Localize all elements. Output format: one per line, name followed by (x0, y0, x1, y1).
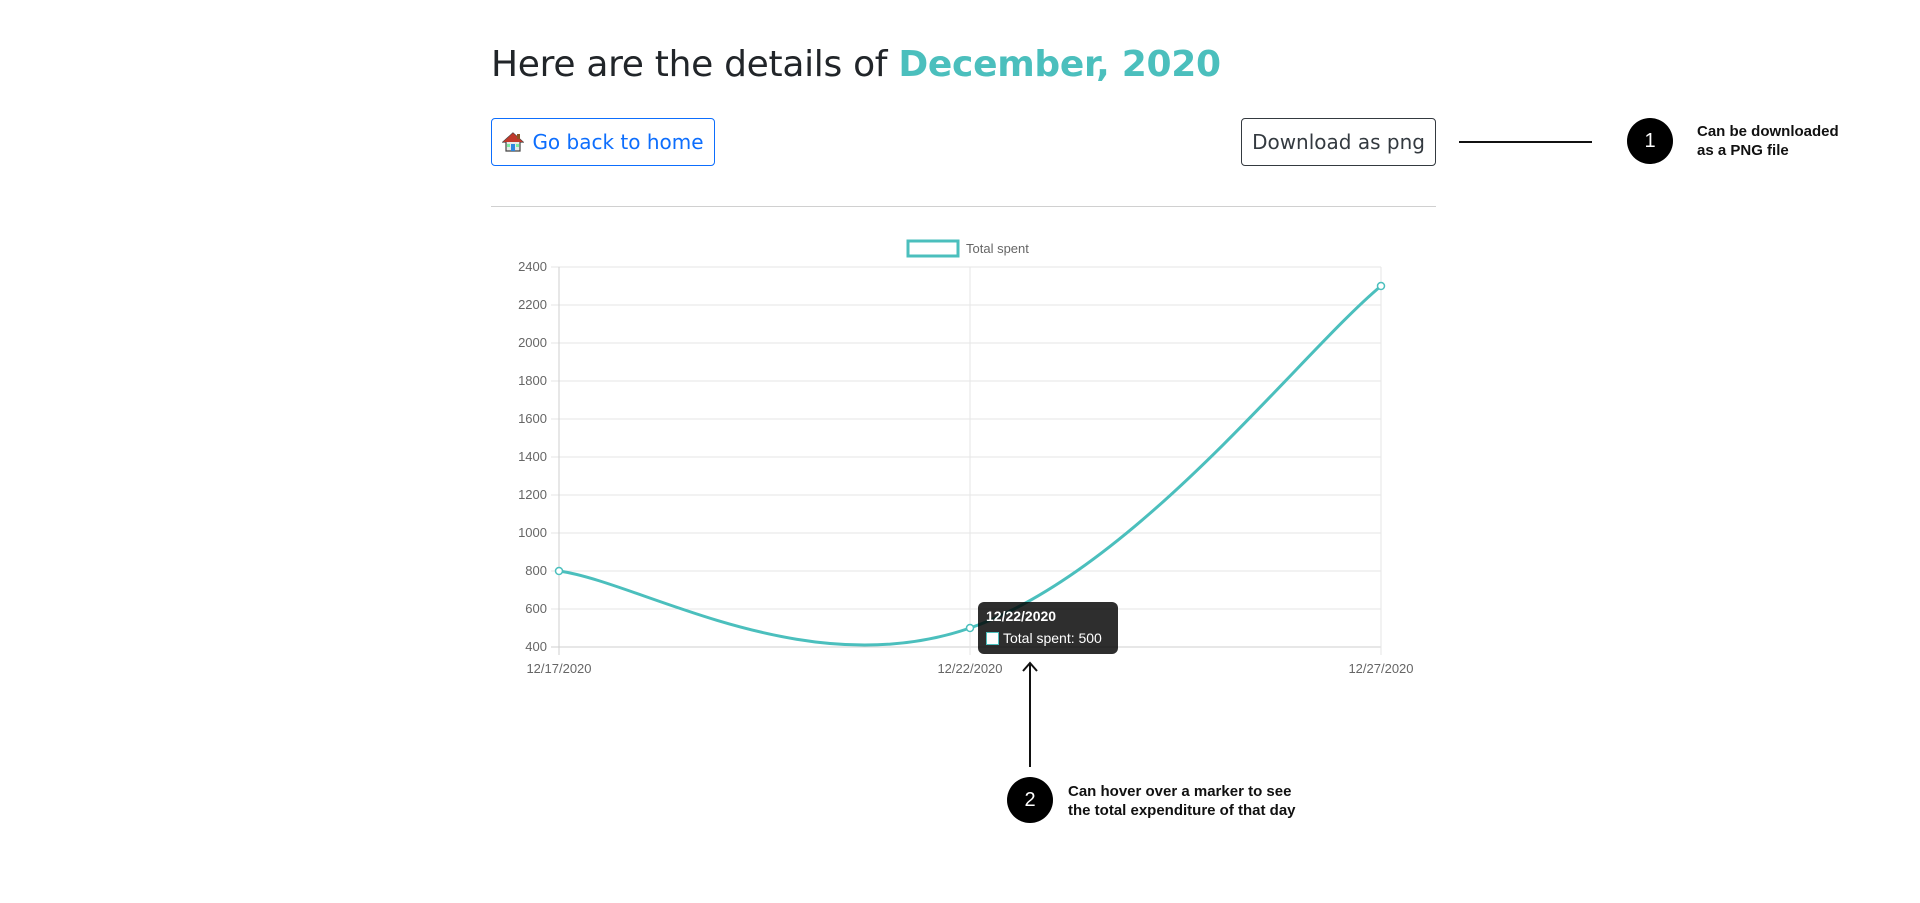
go-back-home-button[interactable]: Go back to home (491, 118, 715, 166)
callout-1-line-1: Can be downloaded (1697, 123, 1839, 140)
y-tick-label: 1400 (518, 449, 547, 464)
data-point (965, 623, 975, 633)
page-title: Here are the details of December, 2020 (491, 44, 1221, 85)
callout-2-badge: 2 (1007, 777, 1053, 823)
x-tick-label: 12/22/2020 (937, 661, 1002, 676)
y-tick-label: 1200 (518, 487, 547, 502)
y-tick-label: 600 (525, 601, 547, 616)
callout-1-connector (1459, 141, 1592, 143)
y-tick-label: 2400 (518, 259, 547, 274)
callout-2-arrow (1022, 661, 1038, 767)
page-title-prefix: Here are the details of (491, 44, 888, 85)
divider (491, 206, 1436, 207)
y-tick-label: 1000 (518, 525, 547, 540)
chart-tooltip: 12/22/2020 Total spent: 500 (978, 602, 1118, 654)
download-png-button[interactable]: Download as png (1241, 118, 1436, 166)
go-back-home-label: Go back to home (532, 130, 704, 154)
callout-2-line-1: Can hover over a marker to see (1068, 783, 1292, 800)
legend-swatch (906, 239, 960, 258)
data-point (554, 566, 564, 576)
y-tick-label: 1600 (518, 411, 547, 426)
callout-1-line-2: as a PNG file (1697, 142, 1789, 159)
y-tick-label: 2200 (518, 297, 547, 312)
house-icon (502, 132, 525, 152)
tooltip-label: Total spent: 500 (1003, 630, 1102, 646)
callout-1-text: Can be downloaded as a PNG file (1697, 122, 1839, 160)
y-tick-label: 800 (525, 563, 547, 578)
tooltip-swatch (986, 631, 999, 645)
y-tick-label: 1800 (518, 373, 547, 388)
x-tick-label: 12/27/2020 (1348, 661, 1413, 676)
tooltip-row: Total spent: 500 (986, 628, 1110, 648)
page-title-month: December, 2020 (898, 44, 1221, 85)
callout-1-badge: 1 (1627, 118, 1673, 164)
callout-2-text: Can hover over a marker to see the total… (1068, 782, 1296, 820)
tooltip-title: 12/22/2020 (986, 608, 1057, 624)
line-chart: 400 600 800 1000 1200 1400 1600 1800 2000 2200 240… (518, 239, 1414, 676)
y-tick-label: 400 (525, 639, 547, 654)
x-tick-label: 12/17/2020 (526, 661, 591, 676)
y-tick-label: 2000 (518, 335, 547, 350)
data-point (1376, 281, 1386, 291)
callout-2-line-2: the total expenditure of that day (1068, 802, 1296, 819)
legend-label: Total spent (966, 241, 1029, 256)
